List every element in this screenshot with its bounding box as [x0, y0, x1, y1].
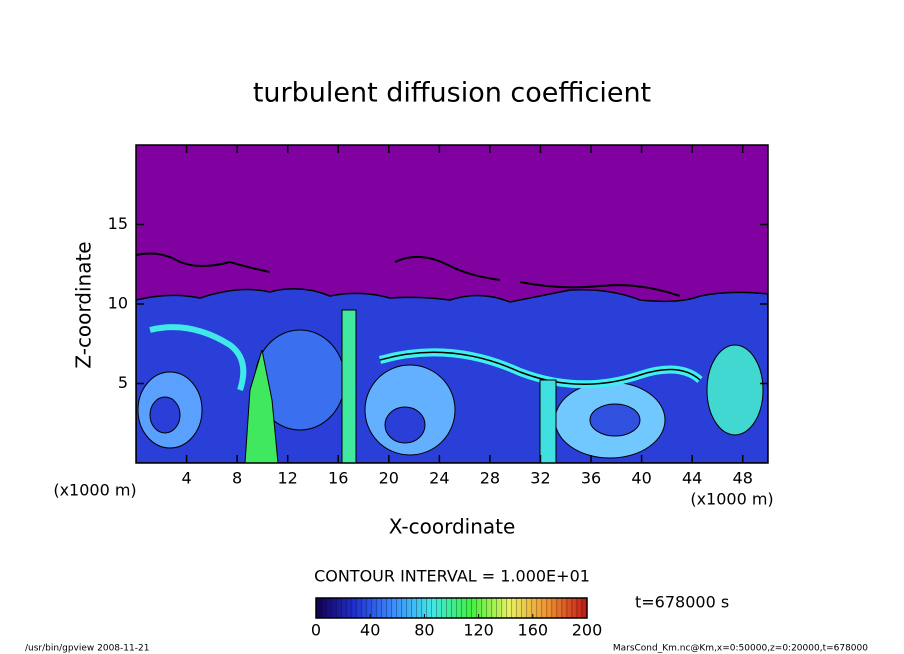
- colorbar-tick-label: 80: [414, 621, 434, 640]
- y-tick-label: 15: [108, 214, 128, 233]
- time-label: t=678000 s: [635, 593, 729, 612]
- y-axis-unit: (x1000 m): [53, 481, 136, 500]
- colorbar-tick-label: 160: [518, 621, 549, 640]
- x-tick-label: 48: [733, 469, 753, 488]
- x-tick-label: 20: [379, 469, 399, 488]
- colorbar-tick-label: 200: [572, 621, 603, 640]
- x-tick-label: 44: [682, 469, 702, 488]
- x-axis-title: X-coordinate: [389, 515, 516, 539]
- x-tick-label: 16: [328, 469, 348, 488]
- x-tick-label: 28: [480, 469, 500, 488]
- x-tick-label: 4: [181, 469, 191, 488]
- chart-title: turbulent diffusion coefficient: [253, 78, 651, 109]
- y-tick-label: 5: [118, 373, 128, 392]
- x-axis-unit: (x1000 m): [690, 490, 773, 509]
- x-tick-label: 32: [530, 469, 550, 488]
- x-tick-label: 8: [232, 469, 242, 488]
- footer-right: MarsCond_Km.nc@Km,x=0:50000,z=0:20000,t=…: [613, 644, 868, 654]
- colorbar-tick-label: 120: [463, 621, 494, 640]
- colorbar-tick-label: 0: [311, 621, 321, 640]
- y-axis-title: Z-coordinate: [72, 241, 96, 368]
- footer-left: /usr/bin/gpview 2008-11-21: [25, 644, 149, 654]
- x-tick-label: 40: [631, 469, 651, 488]
- y-tick-label: 10: [108, 294, 128, 313]
- colorbar-tick-label: 40: [360, 621, 380, 640]
- x-tick-label: 12: [278, 469, 298, 488]
- contour-field: [136, 145, 768, 463]
- x-tick-label: 24: [429, 469, 449, 488]
- contour-interval: CONTOUR INTERVAL = 1.000E+01: [314, 567, 590, 586]
- x-tick-label: 36: [581, 469, 601, 488]
